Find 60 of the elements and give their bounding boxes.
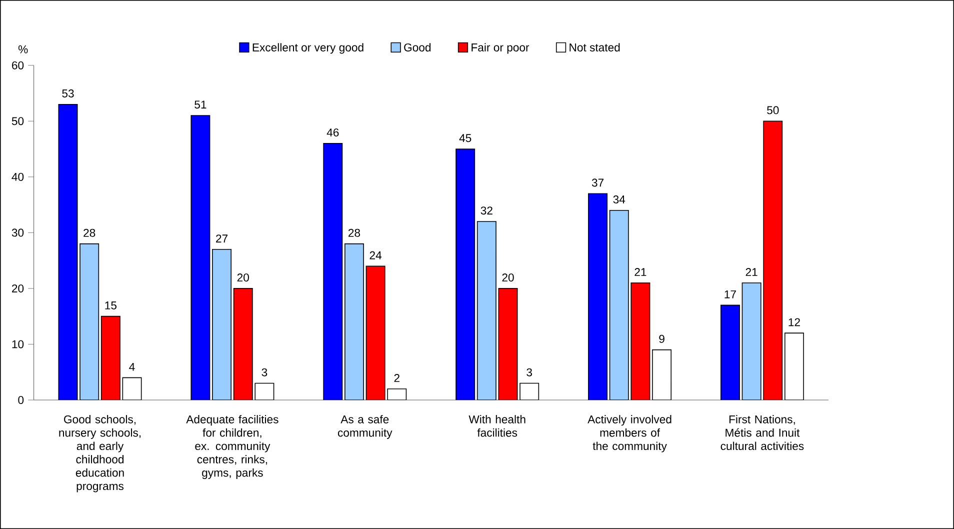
data-label: 21 xyxy=(634,268,646,276)
data-label: 15 xyxy=(105,301,116,310)
bar xyxy=(80,243,100,400)
data-label: 2 xyxy=(394,374,400,382)
bar xyxy=(588,193,608,400)
data-label: 3 xyxy=(526,368,532,376)
data-label: 3 xyxy=(262,368,268,376)
x-tick-label: First Nations, Métis and Inuit cultural activities xyxy=(720,415,804,450)
data-label: 46 xyxy=(326,128,339,136)
y-tick-label: 40 xyxy=(12,172,24,181)
bar xyxy=(190,115,210,400)
bar xyxy=(498,288,518,400)
bar xyxy=(720,304,740,400)
y-tick-label: 10 xyxy=(12,340,24,348)
legend-label: Good xyxy=(404,43,431,52)
x-tick-label: Good schools, nursery schools, and early childhood education programs xyxy=(59,415,141,492)
data-label: 32 xyxy=(480,206,492,215)
x-tick-label: Adequate facilities for children, ex. community centres, rinks, gyms, parks xyxy=(186,415,278,479)
data-label: 51 xyxy=(194,100,206,109)
data-label: 50 xyxy=(767,106,779,114)
data-label: 21 xyxy=(746,268,758,276)
bar xyxy=(520,382,540,400)
data-label: 20 xyxy=(502,274,514,282)
data-label: 28 xyxy=(348,228,360,237)
bar xyxy=(100,316,120,400)
y-tick-label: 0 xyxy=(18,396,24,404)
bar xyxy=(784,332,804,400)
y-tick-label: 30 xyxy=(12,228,24,237)
data-label: 34 xyxy=(613,195,626,204)
data-label: 28 xyxy=(84,228,96,237)
x-tick-label: As a safe community xyxy=(338,415,392,439)
data-label: 27 xyxy=(216,234,228,242)
x-tick-label: With health facilities xyxy=(468,415,526,437)
y-tick-label: 50 xyxy=(12,117,24,126)
bar xyxy=(456,148,476,400)
bar xyxy=(58,104,78,400)
bar xyxy=(476,221,496,400)
data-label: 37 xyxy=(592,178,604,187)
y-axis-title: % xyxy=(18,45,28,54)
data-label: 9 xyxy=(659,334,664,343)
data-label: 45 xyxy=(459,134,472,142)
data-label: 12 xyxy=(788,318,800,326)
data-label: 17 xyxy=(724,290,736,298)
bar xyxy=(323,143,343,400)
bar xyxy=(609,210,629,400)
legend-label: Fair or poor xyxy=(472,43,530,54)
legend-label: Not stated xyxy=(570,43,620,52)
bar xyxy=(652,349,672,400)
x-tick-label: Actively involved members of the community xyxy=(588,415,672,452)
bar xyxy=(122,377,142,400)
legend-label: Excellent or very good xyxy=(252,43,364,54)
bar xyxy=(212,249,232,400)
data-label: 53 xyxy=(62,89,74,98)
bar xyxy=(344,243,364,400)
data-label: 4 xyxy=(129,362,135,371)
y-tick-label: 60 xyxy=(12,61,24,70)
bar xyxy=(742,282,762,400)
data-label: 24 xyxy=(370,251,382,260)
y-tick-label: 20 xyxy=(12,284,24,292)
data-label: 20 xyxy=(237,274,249,282)
